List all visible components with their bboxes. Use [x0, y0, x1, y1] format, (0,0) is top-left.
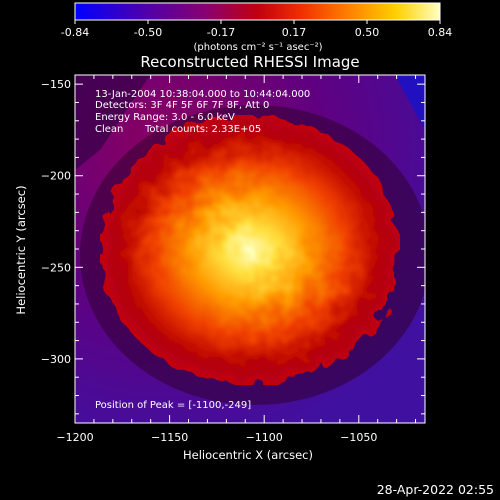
x-tick-label: −1050 [340, 431, 377, 444]
x-axis-title: Heliocentric X (arcsec) [183, 448, 313, 462]
x-tick-label: −1150 [151, 431, 188, 444]
plot-title: Reconstructed RHESSI Image [140, 53, 359, 71]
x-tick-label: −1200 [56, 431, 93, 444]
annotation-total-counts: Total counts: 2.33E+05 [144, 124, 261, 135]
heatmap-blue-corner [395, 75, 425, 130]
colorbar-tick-label: -0.84 [61, 26, 89, 39]
timestamp: 28-Apr-2022 02:55 [377, 482, 494, 497]
annotation-clean: Clean [95, 124, 123, 135]
y-tick-label: −200 [41, 170, 71, 183]
colorbar-tick-label: -0.17 [207, 26, 235, 39]
colorbar-tick-label: 0.84 [428, 26, 453, 39]
y-axis-title: Heliocentric Y (arcsec) [14, 185, 28, 314]
axis-labels: −1200 −1150 −1100 −1050 −150 −200 −250 −300 [41, 78, 378, 444]
annotation-peak-position: Position of Peak = [-1100,-249] [95, 400, 251, 411]
colorbar [74, 2, 441, 21]
heatmap-image [75, 75, 425, 423]
annotation-detectors: Detectors: 3F 4F 5F 6F 7F 8F, Att 0 [95, 100, 269, 111]
colorbar-tick-label: 0.50 [355, 26, 380, 39]
annotation-time-range: 13-Jan-2004 10:38:04.000 to 10:44:04.000 [95, 89, 310, 100]
y-tick-label: −300 [41, 353, 71, 366]
colorbar-tick-label: 0.17 [282, 26, 307, 39]
x-tick-label: −1100 [246, 431, 283, 444]
heatmap-emission-core [102, 118, 398, 382]
colorbar-tick-label: -0.50 [134, 26, 162, 39]
colorbar-units-label: (photons cm⁻² s⁻¹ asec⁻²) [193, 42, 322, 53]
heatmap-dark-band [75, 75, 150, 170]
y-tick-label: −150 [41, 78, 71, 91]
annotation-energy-range: Energy Range: 3.0 - 6.0 keV [95, 112, 235, 123]
axis-ticks [74, 75, 425, 423]
colorbar-ticks [74, 20, 441, 24]
y-tick-label: −250 [41, 261, 71, 274]
